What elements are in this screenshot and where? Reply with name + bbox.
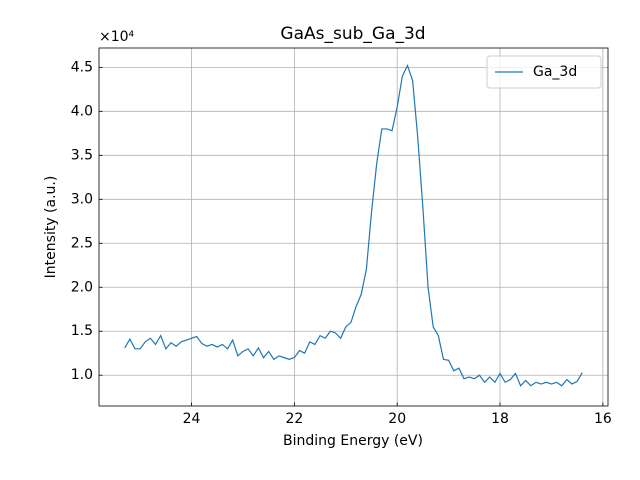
y-axis-label: Intensity (a.u.) [43, 176, 59, 279]
y-offset-label: ×10⁴ [99, 29, 135, 45]
x-tick-label: 18 [491, 411, 509, 427]
y-tick-label: 1.5 [71, 323, 93, 339]
legend-box [486, 55, 602, 89]
x-tick-label: 22 [285, 411, 303, 427]
x-tick-label: 16 [594, 411, 612, 427]
x-axis-label: Binding Energy (eV) [283, 433, 423, 449]
y-tick-label: 4.0 [71, 103, 93, 119]
y-tick-label: 1.0 [71, 367, 93, 383]
legend-label: Ga_3d [533, 64, 577, 80]
data-line [124, 64, 583, 387]
y-tick-label: 3.0 [71, 191, 93, 207]
y-tick-label: 2.5 [71, 235, 93, 251]
y-tick-label: 3.5 [71, 147, 93, 163]
y-tick-label: 2.0 [71, 279, 93, 295]
x-tick-label: 20 [388, 411, 406, 427]
x-tick-label: 24 [183, 411, 201, 427]
y-tick-label: 4.5 [71, 59, 93, 75]
plot-frame [98, 47, 609, 407]
chart-title: GaAs_sub_Ga_3d [280, 24, 425, 44]
